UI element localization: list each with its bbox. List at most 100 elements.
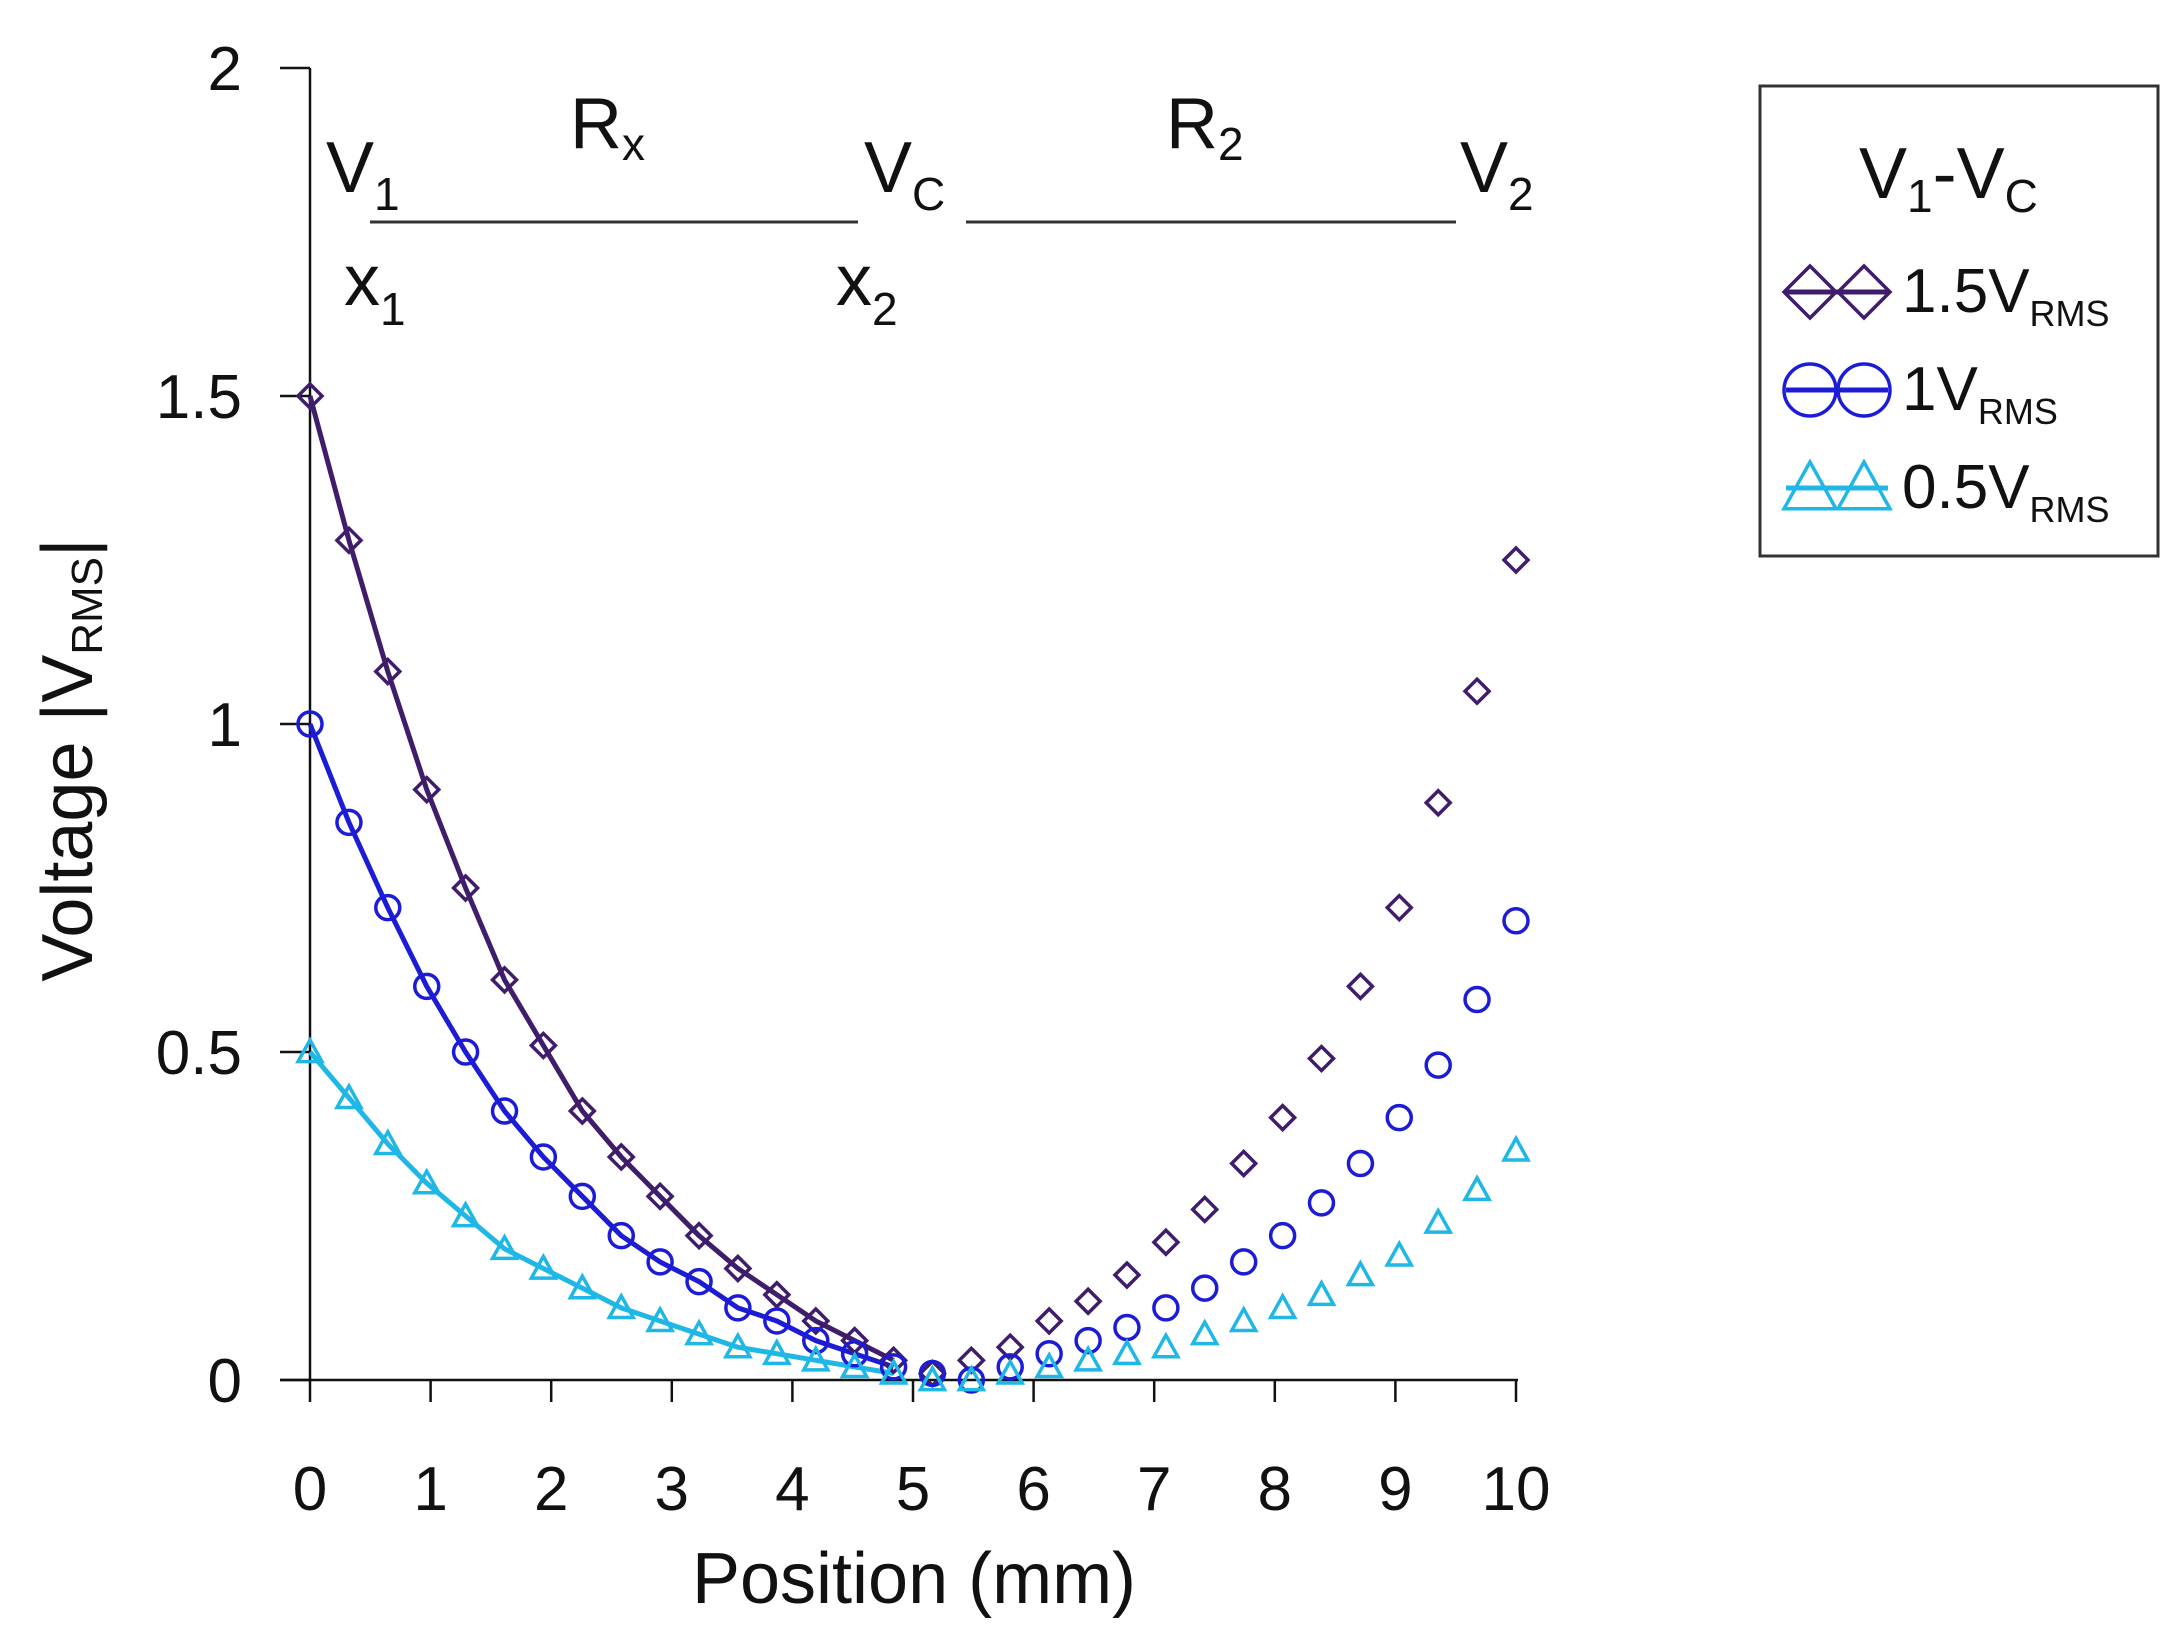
data-point-circle	[1307, 1189, 1336, 1217]
annotation-v2-sub: 2	[1508, 168, 1534, 220]
x-tick-label: 3	[655, 1455, 689, 1524]
data-point-diamond	[1306, 1044, 1336, 1074]
y-axis-label-end: |	[28, 538, 108, 557]
annotation-rx-sub: x	[622, 118, 645, 170]
y-tick-label: 1.5	[156, 363, 242, 432]
data-point-triangle	[722, 1331, 753, 1359]
data-point-circle	[918, 1359, 947, 1388]
x-axis-label: Position (mm)	[692, 1539, 1136, 1619]
data-point-triangle	[1111, 1338, 1142, 1366]
data-point-diamond	[1501, 545, 1531, 575]
x-tick-label: 10	[1482, 1455, 1551, 1524]
data-point-triangle	[372, 1128, 403, 1156]
legend-label-main: 1V	[1902, 355, 1978, 424]
x-tick-label: 9	[1378, 1455, 1412, 1524]
fit-line-circle	[307, 723, 895, 1370]
annotation-v1: V1	[326, 128, 400, 220]
data-point-circle	[1424, 1051, 1452, 1079]
annotation-vc: VC	[864, 128, 945, 220]
annotation-x1-main: x	[344, 241, 380, 321]
annotation-x1-sub: 1	[380, 283, 406, 335]
data-point-circle	[568, 1182, 597, 1211]
data-point-circle	[1074, 1326, 1102, 1355]
data-point-diamond	[1190, 1194, 1220, 1224]
data-point-circle	[724, 1294, 752, 1322]
annotation-x2-sub: 2	[872, 283, 898, 335]
data-point-circle	[685, 1267, 713, 1296]
data-point-triangle	[878, 1357, 909, 1385]
marker-group	[295, 381, 1531, 1394]
data-point-triangle	[411, 1167, 442, 1195]
annotation-r2: R2	[1166, 84, 1244, 170]
y-axis-label-sub: RMS	[63, 557, 112, 655]
data-point-triangle	[1073, 1344, 1104, 1372]
legend-title-a: V	[1859, 134, 1907, 214]
x-tick-label: 4	[775, 1455, 809, 1524]
data-point-triangle	[1345, 1259, 1376, 1287]
data-point-circle	[1346, 1149, 1375, 1178]
y-axis-label-main: Voltage |V	[28, 655, 108, 982]
data-point-triangle	[1384, 1239, 1415, 1267]
data-point-circle	[1502, 907, 1530, 935]
data-point-diamond	[1384, 893, 1414, 923]
data-point-triangle	[1189, 1318, 1220, 1346]
legend-label-main: 0.5V	[1902, 453, 2030, 522]
legend-box	[1758, 84, 2160, 558]
data-point-diamond	[490, 965, 520, 995]
y-tick-label: 1	[208, 691, 242, 760]
legend-marker	[1835, 458, 1893, 511]
data-point-diamond	[1034, 1306, 1064, 1336]
data-point-circle	[763, 1307, 791, 1335]
data-point-diamond	[295, 381, 325, 411]
data-point-diamond	[801, 1306, 831, 1336]
legend-label-sub: RMS	[2030, 489, 2110, 530]
legend-entry: 0.5VRMS	[1781, 453, 2110, 530]
data-point-diamond	[1151, 1227, 1181, 1257]
annotation-r2-sub: 2	[1218, 118, 1244, 170]
data-point-circle	[374, 893, 402, 922]
data-point-triangle	[567, 1272, 598, 1300]
legend-marker	[1835, 263, 1893, 321]
annotation-x1: x1	[344, 241, 406, 335]
data-point-circle	[1229, 1248, 1258, 1276]
data-point-circle	[1268, 1221, 1297, 1250]
data-point-circle	[996, 1353, 1024, 1381]
legend-title-mid: -V	[1933, 134, 2005, 214]
y-axis-label: Voltage |VRMS|	[28, 538, 112, 981]
annotation-v1-main: V	[326, 128, 374, 208]
data-point-triangle	[956, 1364, 987, 1392]
data-point-triangle	[645, 1305, 676, 1333]
data-point-triangle	[295, 1036, 325, 1064]
data-point-circle	[1190, 1274, 1219, 1302]
data-point-triangle	[1150, 1331, 1181, 1359]
data-point-diamond	[1112, 1260, 1142, 1290]
data-point-circle	[1385, 1103, 1414, 1132]
data-point-triangle	[1228, 1305, 1259, 1333]
legend-title: V1-VC	[1859, 134, 2038, 222]
data-point-diamond	[451, 873, 481, 903]
data-point-triangle	[1306, 1279, 1337, 1307]
data-point-circle	[529, 1143, 558, 1171]
x-tick-label: 1	[413, 1455, 447, 1524]
legend-label: 0.5VRMS	[1902, 453, 2110, 530]
data-point-circle	[879, 1353, 908, 1381]
data-point-triangle	[528, 1252, 559, 1280]
data-point-diamond	[606, 1142, 636, 1172]
legend-label: 1VRMS	[1902, 355, 2058, 432]
x-tick-label: 7	[1137, 1455, 1171, 1524]
annotation-vc-sub: C	[912, 168, 945, 220]
data-point-triangle	[1501, 1134, 1531, 1162]
annotation-rx: Rx	[570, 84, 645, 170]
data-point-triangle	[1423, 1206, 1454, 1234]
data-point-circle	[840, 1340, 869, 1368]
y-tick-label: 2	[208, 35, 242, 104]
data-point-circle	[296, 710, 324, 738]
data-point-circle	[607, 1221, 636, 1250]
data-point-triangle	[839, 1351, 870, 1379]
data-point-diamond	[1423, 788, 1453, 818]
data-point-triangle	[1462, 1174, 1493, 1202]
data-point-diamond	[373, 657, 403, 686]
annotation-x2: x2	[836, 241, 898, 335]
